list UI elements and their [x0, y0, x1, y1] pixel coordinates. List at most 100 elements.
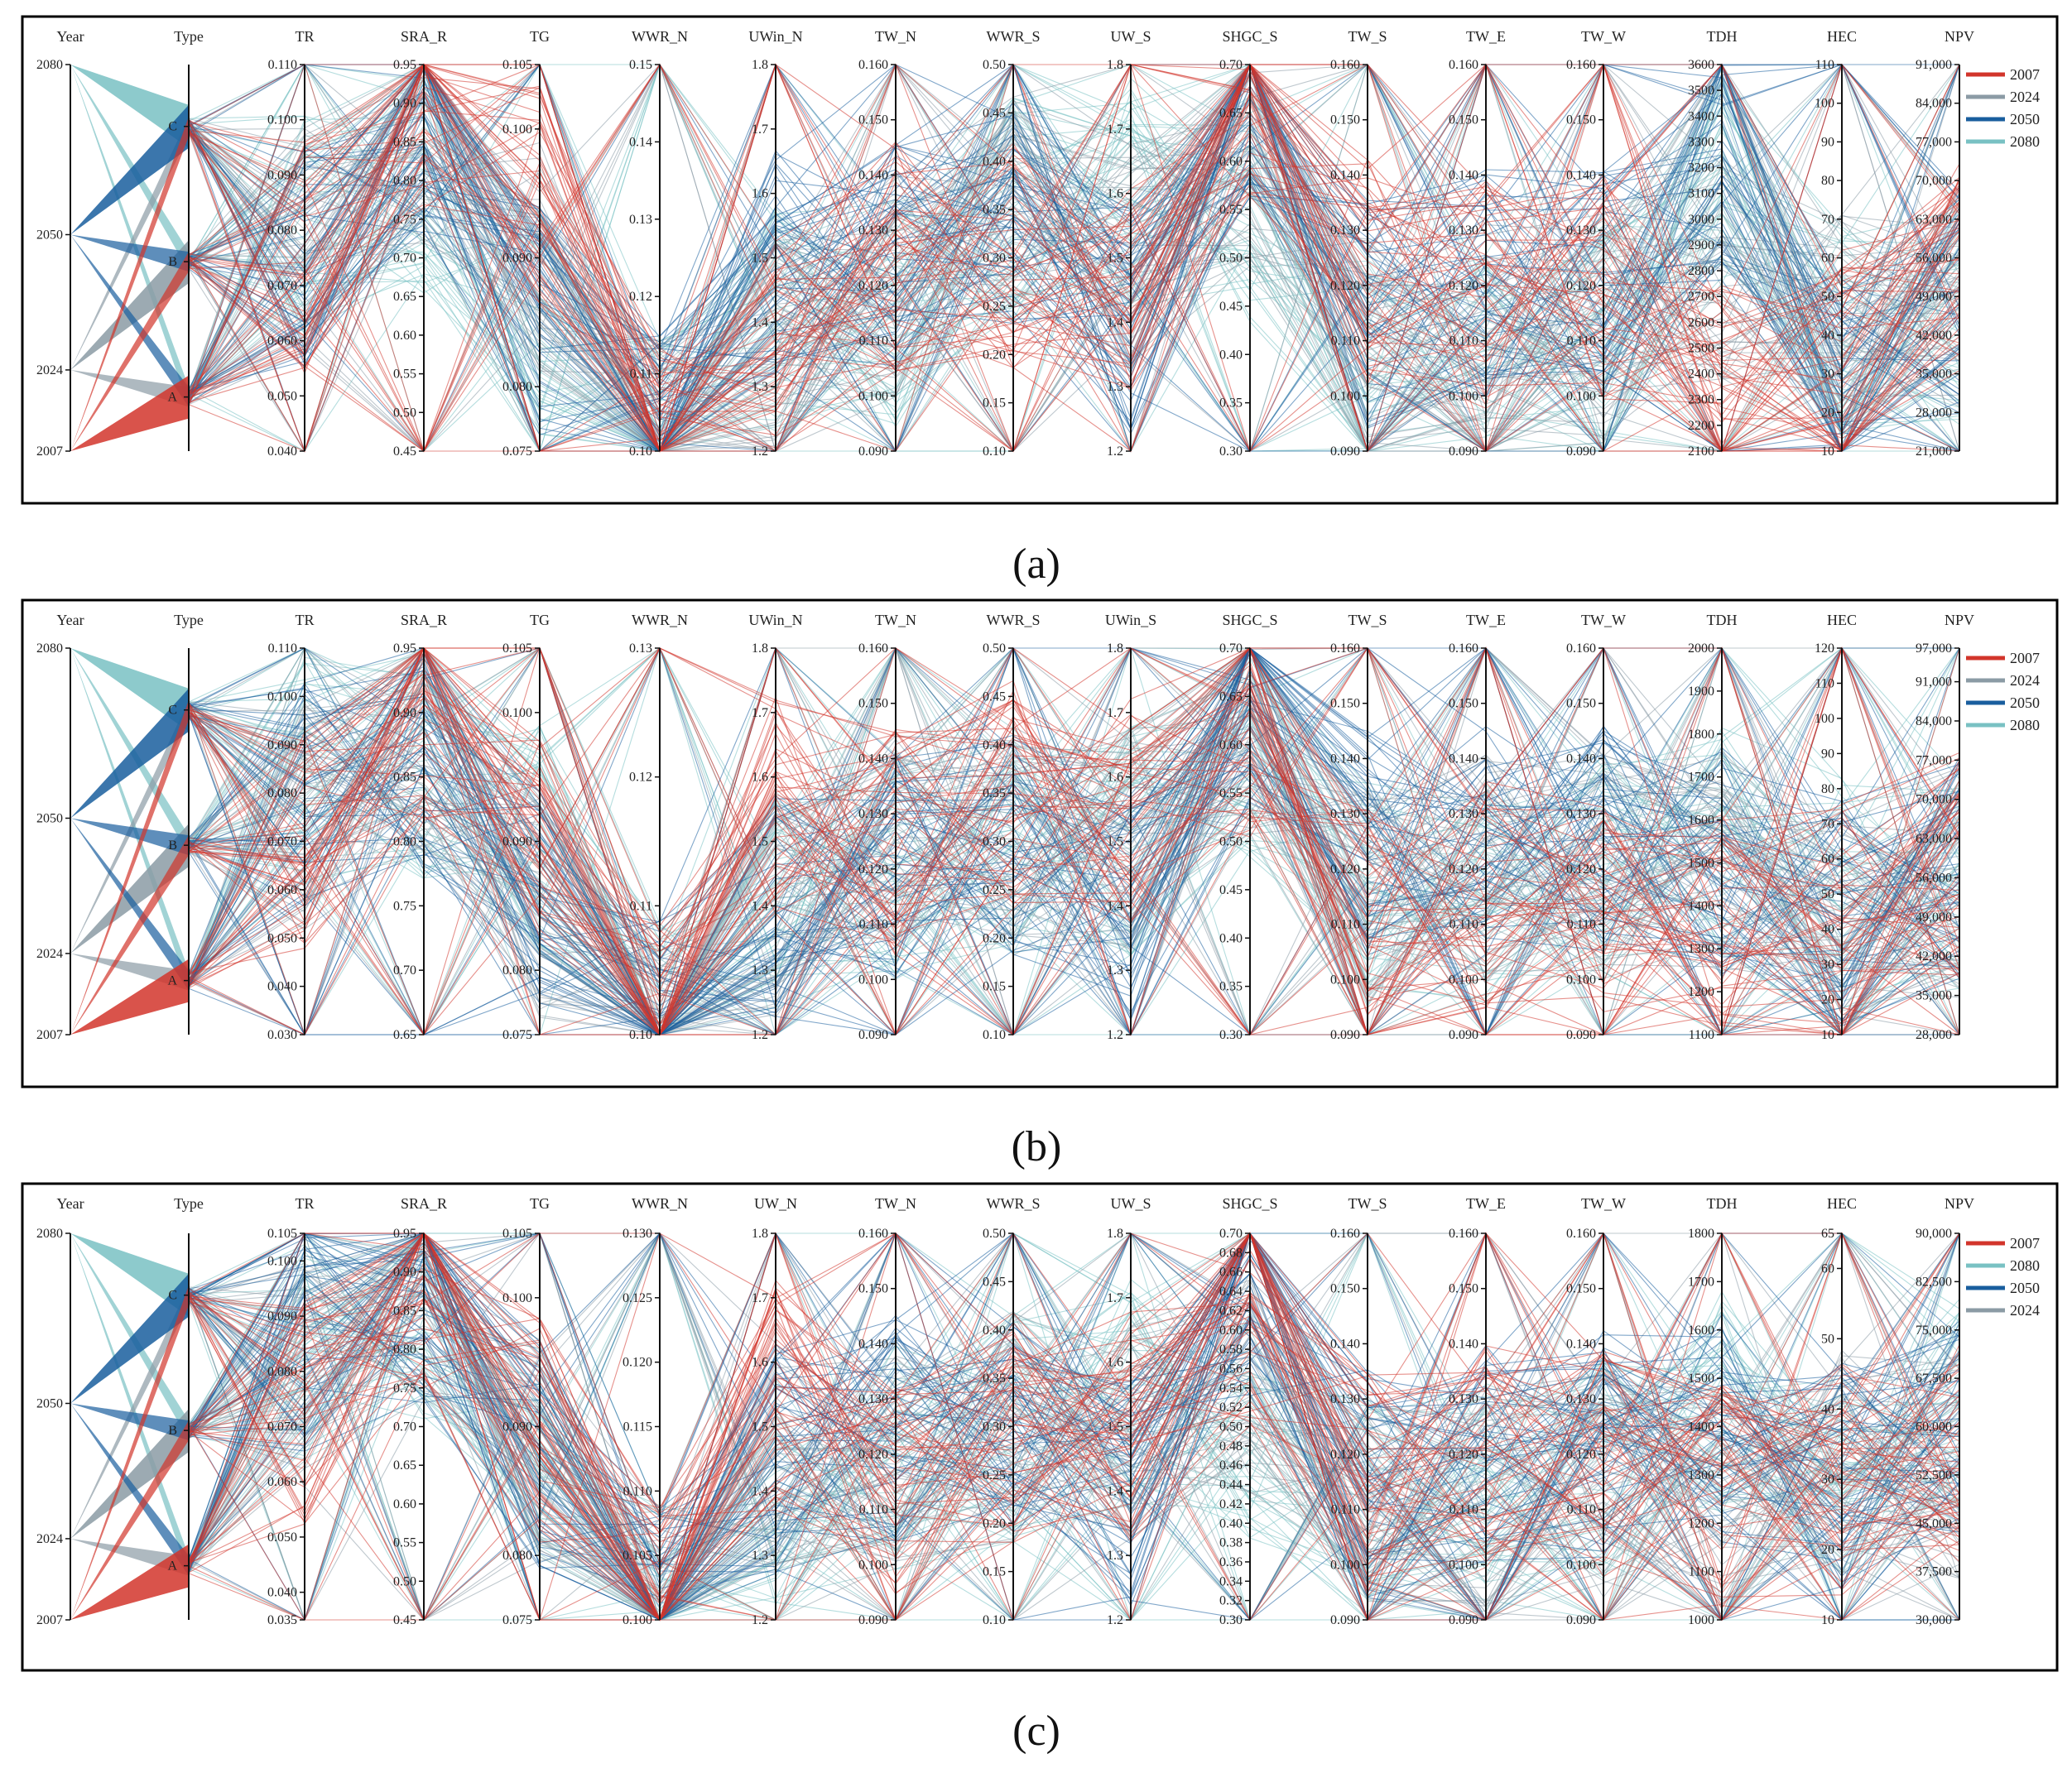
series-line-2007: [188, 65, 1960, 453]
tick-label: 0.100: [1330, 973, 1360, 987]
axis-tw-s: TW_S 0.160 0.150 0.140 0.130 0.120 0.110 0.100 0…: [1330, 1195, 1387, 1627]
tick-label: 2007: [36, 1613, 63, 1627]
tick-label: 0.50: [983, 641, 1006, 656]
tick-label: A: [167, 974, 177, 988]
tick-label: 0.140: [858, 752, 888, 766]
tick-label: 1.4: [1107, 899, 1123, 913]
tick-label: 0.090: [1566, 1028, 1596, 1042]
tick-label: 0.080: [502, 380, 532, 394]
series-line-2007: [188, 1232, 1960, 1564]
axis-title: HEC: [1827, 28, 1857, 45]
tick-label: 2900: [1688, 238, 1714, 252]
series-line-2007: [188, 646, 1960, 963]
axis-tw-w: TW_W 0.160 0.150 0.140 0.130 0.120 0.110 0.100 0…: [1566, 1195, 1626, 1627]
tick-label: 0.080: [267, 786, 297, 800]
axis-title: TW_E: [1466, 612, 1506, 628]
tick-label: 0.160: [858, 58, 888, 72]
year-type-band-2007-C: [70, 116, 189, 451]
series-line-2007: [188, 64, 1960, 452]
tick-label: 0.125: [623, 1291, 652, 1305]
tick-label: 0.45: [393, 1613, 416, 1627]
tick-label: 1800: [1688, 1227, 1714, 1241]
year-type-band-2050-C: [70, 104, 189, 235]
legend: 2007 2080 2050 2024: [1966, 1235, 2040, 1319]
axis-title: UWin_N: [748, 612, 802, 628]
tick-label: 0.70: [393, 252, 416, 266]
series-line-2050: [188, 63, 1960, 449]
legend-label-2007: 2007: [2010, 66, 2040, 83]
axis-year: Year 2080 2050 2024 2007: [36, 28, 84, 459]
series-line-2007: [188, 63, 1960, 453]
tick-label: 84,000: [1916, 714, 1952, 728]
tick-label: 1.6: [1107, 771, 1123, 785]
axis-title: UW_S: [1111, 28, 1151, 45]
tick-label: 1.5: [1107, 835, 1123, 849]
axis-title: TR: [295, 28, 314, 45]
tick-label: 0.13: [629, 213, 652, 227]
series-line-2050: [188, 646, 1960, 1036]
tick-label: 0.35: [983, 203, 1006, 217]
axis-uw-n: UW_N 1.8 1.7 1.6 1.5 1.4 1.3 1.2: [752, 1195, 797, 1627]
series-line-2007: [188, 647, 1960, 1036]
legend-label-2024: 2024: [2010, 1302, 2040, 1319]
series-line-2007: [188, 63, 1960, 452]
year-type-band-2007-C: [70, 1285, 189, 1620]
tick-label: 2300: [1688, 393, 1714, 407]
tick-label: 1.7: [1107, 123, 1123, 137]
tick-label: 0.45: [983, 1275, 1006, 1289]
tick-label: 0.35: [983, 786, 1006, 800]
tick-label: 0.090: [1449, 444, 1478, 459]
panel-label-b: (b): [1012, 1123, 1062, 1170]
series-line-2007: [188, 1232, 1960, 1621]
tick-label: 2000: [1688, 641, 1714, 656]
tick-label: 0.150: [1449, 1282, 1478, 1296]
tick-label: 0.100: [858, 973, 888, 987]
tick-label: 1.7: [1107, 706, 1123, 720]
series-line-2007: [188, 1232, 1960, 1622]
series-line-2007: [188, 1232, 1960, 1621]
axis-title: Year: [56, 28, 84, 45]
tick-label: 1.2: [752, 1613, 768, 1627]
axis-tdh: TDH 3600 3500 3400 3300 3200 3100 3000 2900 2800 2…: [1688, 28, 1738, 459]
axis-title: NPV: [1945, 612, 1974, 628]
tick-label: 63,000: [1916, 832, 1952, 846]
tick-label: 2007: [36, 1028, 63, 1042]
axis-tw-w: TW_W 0.160 0.150 0.140 0.130 0.120 0.110 0.100 0…: [1566, 28, 1626, 459]
tick-label: 0.060: [267, 883, 297, 897]
panel-b: Year2080205020242007TypeCBATR0.1100.1000…: [21, 598, 2059, 1088]
legend-label-2050: 2050: [2010, 1280, 2040, 1296]
tick-label: 0.52: [1219, 1401, 1243, 1415]
tick-label: 37,500: [1916, 1565, 1952, 1579]
legend-label-2050: 2050: [2010, 694, 2040, 711]
tick-label: 1.3: [1107, 963, 1123, 978]
axis-title: Year: [56, 612, 84, 628]
tick-label: 42,000: [1916, 329, 1952, 343]
axis-tw-n: TW_N 0.160 0.150 0.140 0.130 0.120 0.110 0.100 0…: [858, 1195, 916, 1627]
category-bands: [70, 648, 189, 1035]
axis-shgc-s: SHGC_S 0.70 0.68 0.66 0.64 0.62 0.60 0.58 0.56 0.…: [1219, 1195, 1278, 1627]
series-line-2007: [188, 1232, 1960, 1621]
tick-label: 0.090: [267, 168, 297, 182]
series-line-2050: [188, 647, 1959, 1035]
tick-label: 0.150: [1330, 1282, 1360, 1296]
series-line-2007: [188, 122, 1960, 453]
tick-label: 65: [1821, 1227, 1834, 1241]
axis-title: TDH: [1707, 1195, 1738, 1212]
tick-label: 0.50: [983, 1227, 1006, 1241]
tick-label: 0.090: [1330, 1028, 1360, 1042]
series-line-2007: [188, 646, 1960, 1036]
tick-label: 0.105: [502, 58, 532, 72]
tick-label: 0.85: [393, 771, 416, 785]
series-line-2024: [188, 63, 1960, 453]
tick-label: 0.100: [1566, 389, 1596, 403]
year-type-band-2024-A: [70, 369, 189, 407]
tick-label: 0.100: [1330, 389, 1360, 403]
series-line-2050: [188, 63, 1960, 435]
axis-npv: NPV 90,000 82,500 75,000 67,500 60,000 52,500 4…: [1916, 1195, 1974, 1627]
series-line-2007: [188, 646, 1960, 1036]
axis-title: WWR_N: [632, 612, 688, 628]
series-line-2050: [188, 63, 1960, 453]
tick-label: 0.110: [1449, 334, 1478, 348]
axis-uw-s: UW_S 1.8 1.7 1.6 1.5 1.4 1.3 1.2: [1107, 28, 1151, 459]
axis-title: SHGC_S: [1222, 612, 1277, 628]
